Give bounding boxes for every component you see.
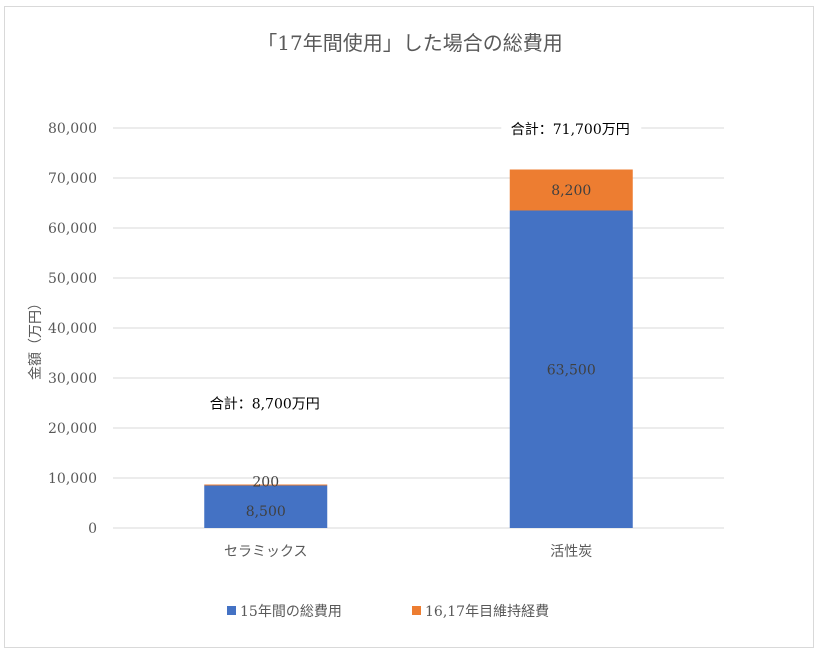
total-label: 合計：8,700万円 <box>210 397 320 413</box>
bar-segment <box>204 485 328 528</box>
legend-label: 15年間の総費用 <box>240 604 342 620</box>
legend-swatch <box>227 606 236 615</box>
data-label: 63,500 <box>547 362 596 378</box>
data-label: 8,500 <box>246 504 286 520</box>
y-axis-label: 金額（万円） <box>28 296 44 380</box>
y-tick-label: 0 <box>88 521 97 537</box>
data-label: 200 <box>252 475 279 491</box>
y-tick-label: 70,000 <box>48 171 97 187</box>
legend-swatch <box>412 606 421 615</box>
y-tick-label: 60,000 <box>48 221 97 237</box>
y-tick-label: 20,000 <box>48 421 97 437</box>
legend-label: 16,17年目維持経費 <box>425 604 549 620</box>
y-tick-label: 10,000 <box>48 471 97 487</box>
bar-segment <box>509 169 633 211</box>
data-label: 8,200 <box>551 183 591 199</box>
y-tick-label: 50,000 <box>48 271 97 287</box>
total-label-bg <box>501 118 642 140</box>
chart-frame <box>4 6 814 648</box>
y-tick-label: 80,000 <box>48 121 97 137</box>
bar-segment <box>204 484 328 486</box>
legend: 15年間の総費用 16,17年目維持経費 <box>227 604 549 620</box>
y-tick-label: 40,000 <box>48 321 97 337</box>
y-tick-label: 30,000 <box>48 371 97 387</box>
x-tick-label: 活性炭 <box>550 544 592 560</box>
chart-title: 「17年間使用」した場合の総費用 <box>257 31 562 55</box>
y-axis-ticks: 0 10,000 20,000 30,000 40,000 50,000 60,000 70,… <box>48 121 97 537</box>
x-tick-label: セラミックス <box>224 544 308 560</box>
bars: 8,500 200 合計：8,700万円 63,500 8,200 合計：71,700万円 <box>204 118 642 528</box>
bar-segment <box>509 210 633 528</box>
x-axis-ticks: セラミックス 活性炭 <box>224 544 592 560</box>
total-label: 合計：71,700万円 <box>511 122 630 138</box>
